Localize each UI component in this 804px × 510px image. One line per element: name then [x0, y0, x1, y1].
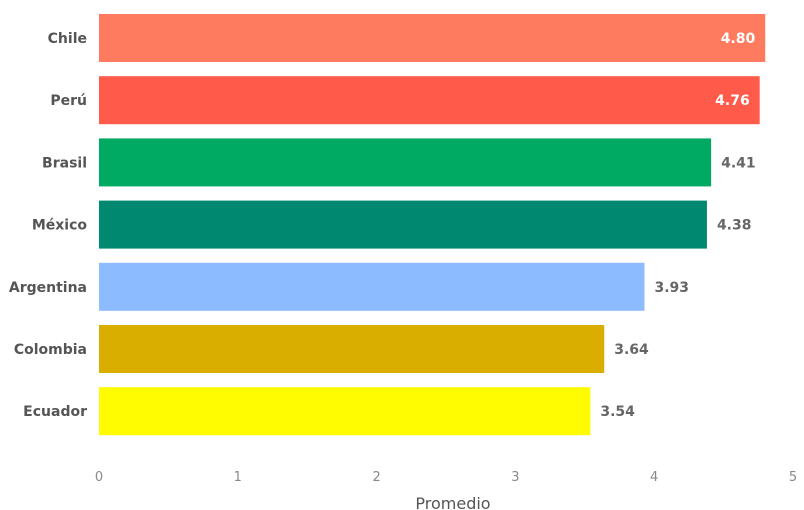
value-label-peru: 4.76 [715, 93, 750, 109]
bar-colombia [99, 325, 605, 373]
value-label-mexico: 4.38 [717, 218, 752, 234]
value-label-chile: 4.80 [721, 31, 756, 47]
x-axis-title: Promedio [415, 494, 490, 510]
category-label-brasil: Brasil [42, 155, 87, 171]
value-labels: 4.80 4.76 4.41 4.38 3.93 3.64 3.54 [600, 31, 755, 420]
x-tick-label-2: 2 [372, 470, 380, 485]
bar-brasil [99, 138, 712, 187]
category-labels: Chile Perú Brasil México Argentina Colombia Ec… [9, 31, 88, 420]
category-label-mexico: México [32, 218, 88, 234]
bar-chile [99, 14, 766, 62]
bars-group [99, 14, 766, 436]
x-axis-ticks: 0 1 2 3 4 5 [95, 470, 797, 485]
bar-argentina [99, 262, 645, 311]
bar-peru [99, 76, 760, 125]
x-tick-label-0: 0 [95, 470, 103, 485]
value-label-colombia: 3.64 [614, 342, 649, 358]
x-tick-label-3: 3 [511, 470, 519, 485]
category-label-colombia: Colombia [14, 342, 87, 358]
x-tick-label-5: 5 [789, 470, 797, 485]
bar-ecuador [99, 387, 591, 436]
category-label-ecuador: Ecuador [23, 404, 87, 420]
category-label-argentina: Argentina [9, 280, 87, 296]
value-label-brasil: 4.41 [721, 155, 756, 171]
category-label-peru: Perú [50, 93, 87, 109]
value-label-argentina: 3.93 [654, 280, 689, 296]
value-label-ecuador: 3.54 [600, 404, 635, 420]
x-tick-label-4: 4 [650, 470, 658, 485]
x-tick-label-1: 1 [234, 470, 242, 485]
category-label-chile: Chile [48, 31, 87, 47]
bar-mexico [99, 200, 707, 249]
